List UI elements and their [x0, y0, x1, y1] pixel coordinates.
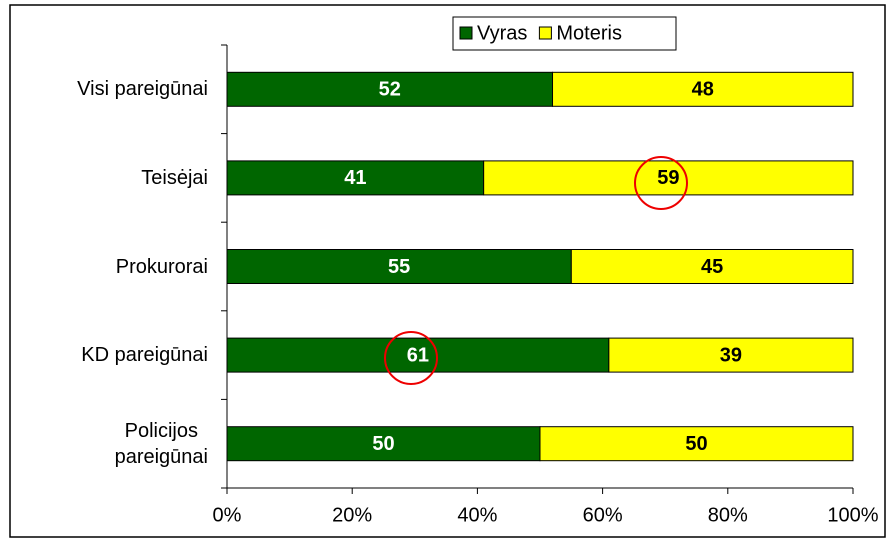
legend-swatch — [538, 26, 552, 40]
bar-segment — [608, 337, 854, 373]
y-tick-text: Visi pareigūnai — [77, 78, 208, 101]
highlight-circle — [384, 331, 438, 385]
data-label: 50 — [372, 433, 394, 455]
x-tick-label: 0% — [213, 504, 242, 526]
legend-swatch — [459, 26, 473, 40]
data-label: 52 — [379, 79, 401, 101]
bar-segment — [226, 71, 554, 107]
x-tick-label: 20% — [332, 504, 372, 526]
y-tick-label: Teisėjai — [141, 165, 208, 191]
y-tick-text: Policijos pareigūnai — [114, 419, 208, 468]
x-tick-label: 80% — [708, 504, 748, 526]
data-label: 59 — [657, 167, 679, 189]
legend-label: Vyras — [477, 22, 527, 44]
x-tick-label: 40% — [457, 504, 497, 526]
bar-segment — [226, 337, 610, 373]
bar-segment — [570, 249, 854, 284]
y-tick-label: Policijos pareigūnai — [115, 418, 208, 470]
bar-segment — [539, 426, 854, 462]
bar-segment — [483, 160, 854, 196]
y-tick-text: KD pareigūnai — [81, 344, 208, 367]
data-label: 48 — [692, 79, 714, 101]
x-tick-label: 100% — [827, 504, 878, 526]
bar-segment — [226, 160, 485, 196]
bar-segment — [226, 249, 572, 284]
legend-label: Moteris — [556, 22, 622, 44]
x-tick-label: 60% — [583, 504, 623, 526]
data-label: 55 — [388, 256, 410, 278]
chart-border — [9, 4, 886, 538]
legend-box — [452, 16, 677, 51]
y-tick-text: Teisėjai — [141, 166, 208, 189]
highlight-circle — [634, 156, 688, 210]
data-label: 41 — [344, 167, 366, 189]
data-label: 61 — [407, 344, 429, 366]
y-tick-label: Prokurorai — [116, 254, 208, 280]
bar-segment — [552, 71, 854, 107]
bar-segment — [226, 426, 541, 462]
data-label: 50 — [685, 433, 707, 455]
y-tick-label: KD pareigūnai — [81, 342, 208, 368]
y-tick-label: Visi pareigūnai — [77, 76, 208, 102]
y-tick-text: Prokurorai — [115, 255, 208, 278]
data-label: 45 — [701, 256, 723, 278]
data-label: 39 — [720, 344, 742, 366]
